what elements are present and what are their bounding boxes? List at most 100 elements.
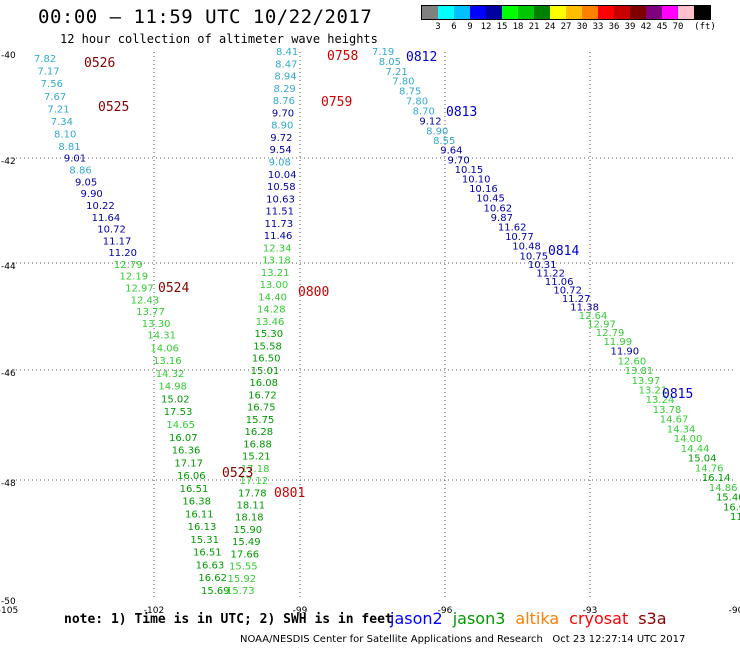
lat-tick-label: -44 — [1, 262, 16, 272]
legend-tick-label: 27 — [560, 22, 572, 32]
swh-value-label: 7.80 — [406, 97, 428, 108]
swh-value-label: 16.06 — [177, 471, 206, 482]
swh-value-label: 8.55 — [433, 136, 455, 147]
swh-value-label: 16.14 — [702, 473, 731, 484]
swh-value-label: 14.67 — [660, 415, 689, 426]
swh-value-label: 16.38 — [182, 497, 211, 508]
swh-value-label: 14.06 — [150, 343, 179, 354]
pass-time-label: 0526 — [84, 56, 115, 71]
legend-swatch — [694, 6, 710, 19]
legend-tick-label: 45 — [656, 22, 668, 32]
swh-value-label: 9.90 — [81, 189, 103, 200]
swh-value-label: 10.77 — [505, 232, 534, 243]
swh-value-label: 10.10 — [462, 174, 491, 185]
swh-value-label: 10.04 — [268, 170, 297, 181]
swh-value-label: 7.21 — [386, 67, 408, 78]
map-title: 00:00 – 11:59 UTC 10/22/2017 — [38, 6, 373, 28]
footer-credit: NOAA/NESDIS Center for Satellite Applica… — [240, 634, 686, 645]
legend-swatch — [566, 6, 582, 19]
swh-value-label: 11 — [730, 512, 740, 523]
legend-swatch — [518, 6, 534, 19]
swh-value-label: 16.72 — [248, 390, 277, 401]
pass-time-label: 0759 — [321, 95, 352, 110]
swh-value-label: 16.36 — [172, 446, 201, 457]
swh-value-label: 10.58 — [267, 182, 296, 193]
swh-value-label: 13.16 — [153, 356, 182, 367]
swh-value-label: 15.69 — [201, 586, 230, 597]
swh-value-label: 15.49 — [232, 537, 261, 548]
swh-value-label: 15.73 — [226, 586, 255, 597]
color-legend: 3 6 9 12 15 18 21 24 27 30 33 36 39 42 45 70 (ft) — [421, 5, 716, 34]
swh-value-label: 16.07 — [169, 433, 198, 444]
swh-value-label: 11.22 — [536, 268, 565, 279]
legend-swatch — [630, 6, 646, 19]
legend-tick-label: 70 — [672, 22, 684, 32]
swh-value-label: 7.17 — [37, 67, 59, 78]
swh-value-label: 16.13 — [188, 522, 217, 533]
swh-value-label: 17.78 — [238, 488, 267, 499]
pass-time-label: 0524 — [158, 281, 189, 296]
legend-tick-label: 24 — [544, 22, 556, 32]
legend-unit-label: (ft) — [694, 22, 716, 32]
swh-value-label: 13.21 — [261, 268, 290, 279]
satellite-s3a: s3a — [638, 609, 667, 628]
lat-tick-label: -50 — [1, 597, 16, 607]
swh-value-label: 7.21 — [47, 104, 69, 115]
legend-tick-label: 21 — [528, 22, 540, 32]
swh-value-label: 15.31 — [190, 535, 219, 546]
swh-value-label: 11.62 — [498, 223, 527, 234]
swh-value-label: 7.80 — [392, 77, 414, 88]
swh-value-label: 16.51 — [180, 484, 209, 495]
legend-swatch — [486, 6, 502, 19]
swh-value-label: 8.29 — [274, 84, 296, 95]
swh-value-label: 11.46 — [264, 231, 293, 242]
swh-value-label: 18.18 — [235, 513, 264, 524]
lon-tick-label: -96 — [438, 606, 453, 616]
swh-value-label: 11.38 — [570, 302, 599, 313]
swh-value-label: 16.75 — [247, 403, 276, 414]
swh-value-label: 10.63 — [266, 194, 295, 205]
satellite-cryosat: cryosat — [569, 609, 629, 628]
swh-value-label: 14.65 — [166, 420, 195, 431]
legend-tick-label: 6 — [451, 22, 457, 32]
swh-value-label: 7.56 — [41, 79, 63, 90]
pass-time-label: 0525 — [98, 100, 129, 115]
legend-tick-label: 39 — [624, 22, 636, 32]
swh-value-label: 12.79 — [596, 328, 625, 339]
legend-color-bar — [421, 5, 711, 20]
swh-value-label: 8.70 — [413, 106, 435, 117]
lon-tick-label: -99 — [293, 606, 308, 616]
swh-value-label: 12.60 — [618, 356, 647, 367]
swh-value-label: 8.05 — [379, 57, 401, 68]
swh-value-label: 11.73 — [265, 219, 294, 230]
swh-value-label: 10.72 — [97, 225, 126, 236]
swh-value-label: 8.41 — [276, 47, 298, 58]
legend-tick-label: 15 — [496, 22, 508, 32]
swh-value-label: 15.58 — [253, 341, 282, 352]
swh-value-label: 10.72 — [553, 285, 582, 296]
swh-value-label: 15.40 — [716, 493, 740, 504]
legend-swatch — [438, 6, 454, 19]
swh-value-label: 16.28 — [244, 427, 273, 438]
swh-value-label: 11.99 — [604, 337, 633, 348]
swh-value-label: 12.43 — [131, 295, 160, 306]
pass-time-label: 0813 — [446, 105, 477, 120]
swh-value-label: 15.02 — [161, 394, 190, 405]
legend-swatch — [678, 6, 694, 19]
swh-value-label: 15.55 — [229, 562, 258, 573]
swh-value-label: 8.94 — [274, 72, 296, 83]
legend-swatch — [502, 6, 518, 19]
swh-value-label: 9.08 — [269, 158, 291, 169]
swh-value-label: 9.70 — [447, 155, 469, 166]
swh-value-label: 11.64 — [92, 213, 121, 224]
swh-value-label: 13.30 — [142, 319, 171, 330]
swh-value-label: 10.45 — [476, 194, 505, 205]
legend-tick-label: 36 — [608, 22, 620, 32]
swh-value-label: 13.97 — [632, 376, 661, 387]
swh-value-label: 13.81 — [625, 366, 654, 377]
swh-value-label: 14.98 — [158, 382, 187, 393]
swh-value-label: 16.62 — [198, 573, 227, 584]
satellite-altika: altika — [515, 609, 560, 628]
swh-value-label: 15.30 — [254, 329, 283, 340]
legend-swatch — [550, 6, 566, 19]
